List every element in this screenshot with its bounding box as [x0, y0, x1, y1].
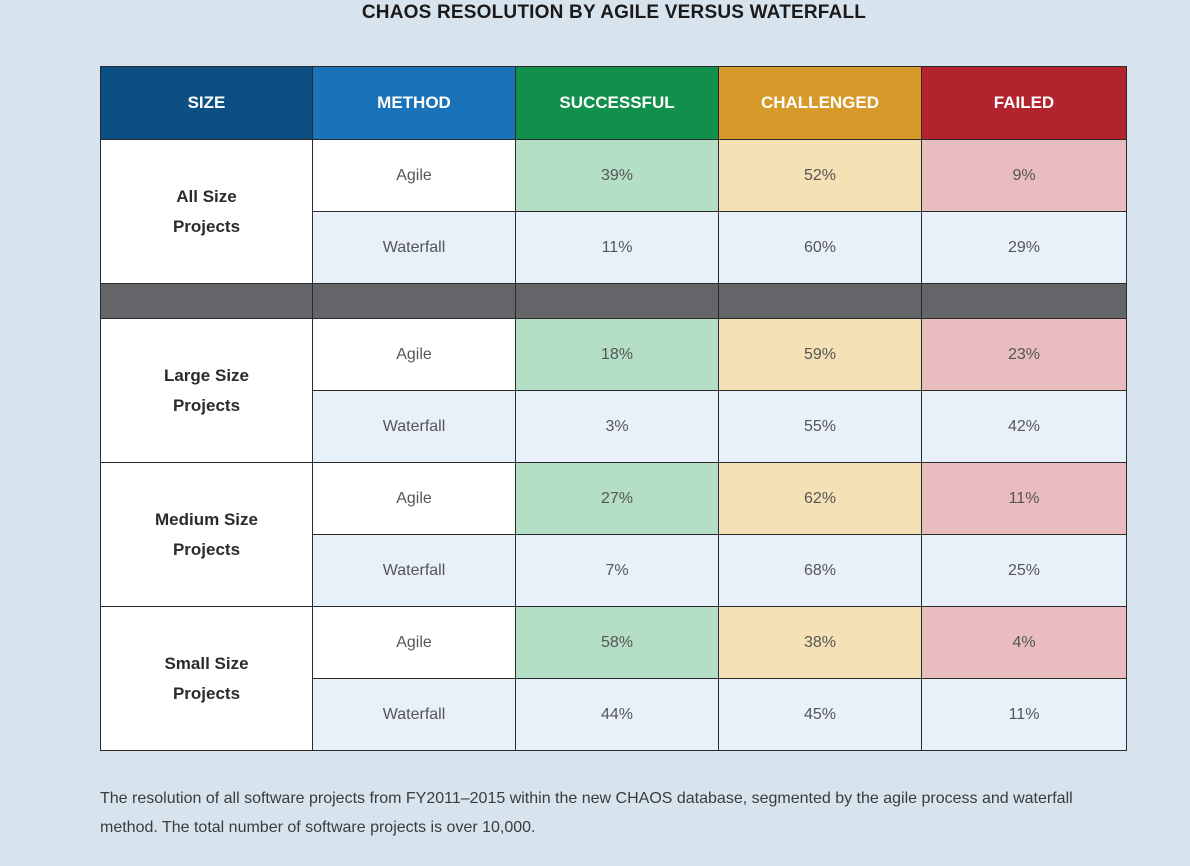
successful-cell: 27%: [515, 462, 719, 535]
successful-cell: 44%: [515, 678, 719, 751]
method-cell: Waterfall: [312, 534, 516, 607]
challenged-cell: 55%: [718, 390, 922, 463]
failed-cell: 42%: [921, 390, 1127, 463]
failed-cell: 29%: [921, 211, 1127, 284]
method-cell: Agile: [312, 318, 516, 391]
successful-cell: 7%: [515, 534, 719, 607]
successful-cell: 3%: [515, 390, 719, 463]
challenged-cell: 45%: [718, 678, 922, 751]
table-row: Waterfall 44% 45% 11%: [101, 678, 1127, 751]
size-label-line2: Projects: [172, 216, 241, 236]
header-row: SIZE METHOD SUCCESSFUL CHALLENGED FAILED: [100, 66, 1127, 140]
size-label-line2: Projects: [172, 539, 241, 559]
column-header-method: METHOD: [312, 66, 516, 140]
challenged-cell: 38%: [718, 606, 922, 679]
column-header-successful: SUCCESSFUL: [515, 66, 719, 140]
failed-cell: 11%: [921, 462, 1127, 535]
table-row: All Size Projects Agile 39% 52% 9%: [100, 139, 1127, 284]
size-label-cell: Medium Size Projects: [100, 462, 313, 607]
size-label-cell: All Size Projects: [100, 139, 313, 284]
column-header-size: SIZE: [100, 66, 313, 140]
separator-cell: [312, 283, 516, 319]
failed-cell: 25%: [921, 534, 1127, 607]
figure-caption: The resolution of all software projects …: [100, 790, 1073, 836]
successful-cell: 39%: [515, 139, 719, 212]
table-row: Small Size Projects Agile 58% 38% 4%: [100, 606, 1127, 751]
size-label-line1: Large Size: [163, 365, 250, 385]
size-label-line1: Small Size: [164, 653, 249, 673]
table-row: Waterfall 3% 55% 42%: [101, 390, 1127, 463]
method-cell: Waterfall: [312, 390, 516, 463]
challenged-cell: 52%: [718, 139, 922, 212]
table-row: Waterfall 7% 68% 25%: [101, 534, 1127, 607]
separator-cell: [921, 283, 1127, 319]
table-row: Medium Size Projects Agile 27% 62% 11%: [100, 462, 1127, 607]
method-cell: Waterfall: [312, 211, 516, 284]
size-label-line2: Projects: [172, 395, 241, 415]
table-row: Waterfall 11% 60% 29%: [101, 211, 1127, 284]
failed-cell: 4%: [921, 606, 1127, 679]
method-cell: Agile: [312, 139, 516, 212]
failed-cell: 23%: [921, 318, 1127, 391]
separator-cell: [100, 283, 313, 319]
size-label-line1: All Size: [176, 186, 237, 206]
chaos-resolution-table: SIZE METHOD SUCCESSFUL CHALLENGED FAILED…: [100, 66, 1127, 751]
method-cell: Agile: [312, 606, 516, 679]
method-cell: Agile: [312, 462, 516, 535]
column-header-failed: FAILED: [921, 66, 1127, 140]
successful-cell: 11%: [515, 211, 719, 284]
challenged-cell: 68%: [718, 534, 922, 607]
table-row: Large Size Projects Agile 18% 59% 23%: [100, 318, 1127, 463]
size-label-line2: Projects: [172, 683, 241, 703]
chart-title: CHAOS RESOLUTION BY AGILE VERSUS WATERFA…: [361, 2, 867, 23]
separator-cell: [718, 283, 922, 319]
failed-cell: 9%: [921, 139, 1127, 212]
challenged-cell: 59%: [718, 318, 922, 391]
column-header-challenged: CHALLENGED: [718, 66, 922, 140]
separator-row: [100, 283, 1127, 319]
size-label-cell: Large Size Projects: [100, 318, 313, 463]
method-cell: Waterfall: [312, 678, 516, 751]
challenged-cell: 60%: [718, 211, 922, 284]
size-label-cell: Small Size Projects: [100, 606, 313, 751]
successful-cell: 58%: [515, 606, 719, 679]
failed-cell: 11%: [921, 678, 1127, 751]
separator-cell: [515, 283, 719, 319]
size-label-line1: Medium Size: [155, 509, 258, 529]
successful-cell: 18%: [515, 318, 719, 391]
challenged-cell: 62%: [718, 462, 922, 535]
